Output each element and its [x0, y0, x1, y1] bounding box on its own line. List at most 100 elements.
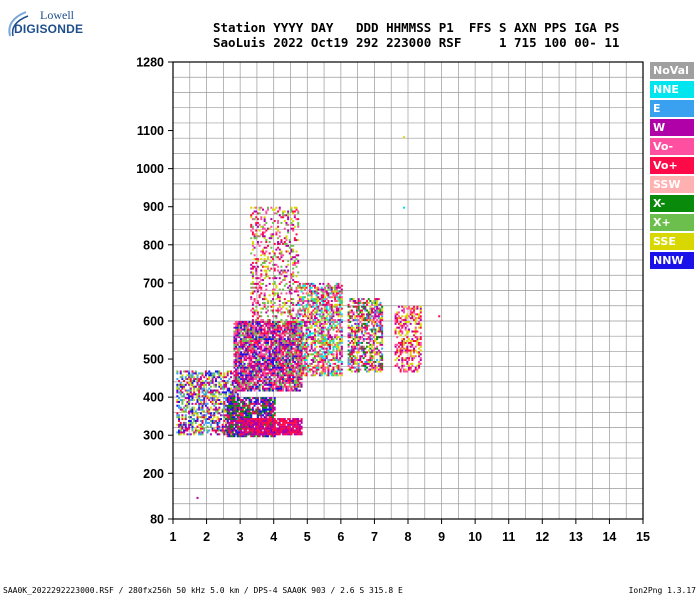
- data-point: [248, 414, 251, 417]
- data-point: [250, 376, 253, 379]
- data-point: [335, 303, 338, 306]
- data-point: [292, 429, 295, 432]
- data-point: [203, 385, 206, 388]
- data-point: [297, 261, 300, 264]
- data-point: [196, 374, 199, 377]
- data-point: [408, 328, 410, 331]
- data-point: [320, 288, 323, 291]
- data-point: [265, 366, 268, 369]
- data-point: [287, 381, 290, 384]
- data-point: [228, 391, 231, 394]
- data-point: [307, 303, 310, 306]
- data-point: [327, 370, 330, 373]
- data-point: [280, 383, 283, 386]
- data-point: [267, 332, 269, 335]
- data-point: [278, 271, 281, 274]
- data-point: [196, 393, 199, 396]
- data-point: [297, 239, 300, 242]
- data-point: [250, 402, 253, 405]
- data-point: [272, 233, 275, 236]
- data-point: [186, 402, 189, 405]
- data-point: [268, 360, 271, 363]
- data-point: [298, 303, 301, 306]
- data-point: [290, 301, 293, 304]
- data-point: [191, 418, 194, 421]
- data-point: [273, 282, 276, 285]
- data-point: [278, 374, 281, 377]
- data-point: [245, 378, 248, 381]
- data-point: [324, 296, 327, 299]
- data-point: [270, 433, 273, 436]
- data-point: [238, 435, 241, 438]
- data-point: [231, 383, 234, 386]
- data-point: [275, 345, 278, 348]
- data-point: [290, 336, 293, 339]
- data-point: [293, 368, 296, 371]
- x-tick-label: 7: [371, 530, 378, 544]
- data-point: [300, 288, 303, 291]
- data-point: [233, 387, 236, 390]
- data-point: [290, 419, 293, 422]
- data-point: [278, 303, 281, 306]
- data-point: [287, 244, 290, 247]
- data-point: [402, 311, 405, 314]
- data-point: [352, 359, 355, 362]
- data-point: [413, 355, 416, 358]
- data-point: [223, 425, 226, 428]
- data-point: [322, 330, 325, 333]
- data-point: [414, 322, 417, 325]
- legend-item: NNE: [650, 81, 694, 98]
- data-point: [401, 305, 404, 308]
- data-point: [295, 372, 298, 375]
- data-point: [399, 368, 402, 371]
- data-point: [184, 427, 187, 430]
- data-point: [308, 305, 311, 308]
- data-point: [261, 408, 264, 411]
- data-point: [302, 292, 305, 295]
- data-point: [280, 427, 283, 430]
- data-point: [256, 311, 259, 314]
- data-point: [216, 391, 219, 394]
- data-point: [260, 379, 263, 382]
- data-point: [268, 319, 271, 322]
- data-point: [325, 311, 328, 314]
- data-point: [402, 309, 405, 312]
- data-point: [233, 374, 236, 377]
- data-point: [250, 387, 253, 390]
- data-point: [330, 338, 333, 341]
- data-point: [332, 305, 335, 308]
- data-point: [332, 319, 335, 322]
- data-point: [290, 206, 293, 209]
- data-point: [278, 345, 281, 348]
- data-point: [354, 360, 357, 363]
- data-point: [208, 391, 211, 394]
- data-point: [394, 313, 397, 316]
- data-point: [374, 309, 377, 312]
- data-point: [201, 402, 204, 405]
- data-point: [198, 387, 201, 390]
- data-point: [243, 338, 246, 341]
- data-point: [223, 376, 226, 379]
- data-point: [298, 340, 301, 343]
- data-point: [228, 406, 231, 409]
- data-point: [308, 362, 311, 365]
- data-point: [213, 399, 216, 402]
- data-point: [319, 366, 322, 369]
- data-point: [278, 370, 281, 373]
- data-point: [287, 320, 290, 323]
- data-point: [223, 410, 226, 413]
- data-point: [361, 330, 363, 333]
- data-point: [340, 303, 343, 306]
- data-point: [335, 326, 338, 329]
- data-point: [319, 345, 322, 348]
- data-point: [236, 328, 239, 331]
- data-point: [359, 359, 362, 362]
- data-point: [325, 355, 328, 358]
- data-point: [263, 406, 266, 409]
- data-point: [335, 347, 338, 350]
- data-point: [268, 362, 271, 365]
- data-point: [273, 322, 276, 325]
- data-point: [236, 410, 239, 413]
- data-point: [277, 345, 280, 348]
- data-point: [325, 328, 328, 331]
